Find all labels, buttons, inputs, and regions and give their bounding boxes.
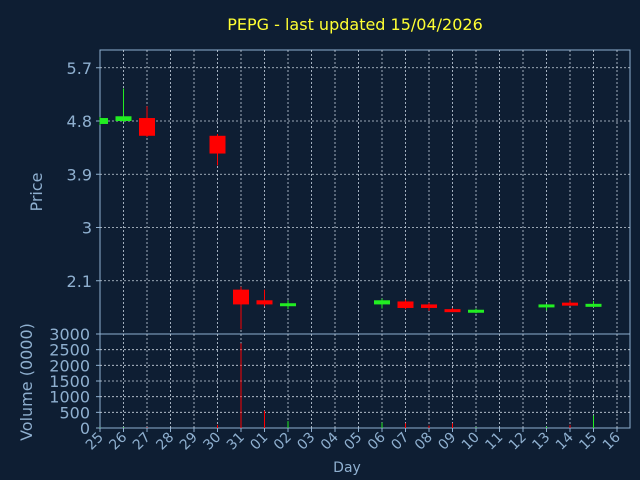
price-tick-label: 4.8 [67, 112, 92, 131]
price-panel: 5.7 4.8 3.9 3 2.1 [67, 49, 631, 335]
candle [562, 300, 578, 306]
candle-body [100, 118, 108, 124]
volume-tick-label: 2500 [49, 341, 90, 360]
candle [233, 286, 249, 330]
x-tick-label: 07 [388, 430, 412, 454]
price-tick-label: 3.9 [67, 165, 92, 184]
price-axis-label: Price [27, 172, 46, 211]
chart-title: PEPG - last updated 15/04/2026 [227, 15, 483, 34]
x-tick-label: 08 [412, 430, 436, 454]
x-tick-label: 14 [553, 429, 577, 453]
x-axis-label: Day [333, 460, 361, 476]
price-tick-label: 3 [82, 219, 92, 238]
x-tick-label: 26 [106, 429, 130, 453]
candle-body [209, 135, 226, 154]
volume-tick-label: 500 [59, 403, 90, 422]
volume-tick-label: 2000 [49, 356, 90, 375]
x-tick-label: 31 [224, 430, 248, 454]
price-tick-label: 2.1 [67, 272, 92, 291]
candle-body [562, 302, 578, 306]
volume-axis-label: Volume (0000) [17, 323, 36, 441]
candle [374, 298, 390, 309]
x-tick-label: 11 [482, 430, 506, 454]
x-tick-label: 13 [529, 430, 553, 454]
candle-body [280, 303, 296, 307]
candle-body [585, 303, 602, 307]
candle-body [444, 309, 461, 313]
candle-body [139, 118, 155, 136]
volume-tick-label: 0 [80, 419, 90, 438]
candle [421, 302, 437, 311]
x-tick-label: 10 [459, 430, 483, 454]
volume-tick-label: 3000 [49, 325, 90, 344]
x-tick-label: 12 [506, 430, 530, 454]
candle [585, 300, 602, 308]
candle [115, 88, 132, 123]
x-tick-label: 29 [177, 430, 201, 454]
volume-tick-label: 1500 [49, 372, 90, 391]
price-panel-frame [99, 49, 631, 335]
candle-body [115, 116, 132, 121]
volume-tick-label: 1000 [49, 388, 90, 407]
candle-body [233, 289, 249, 305]
candle [280, 300, 296, 310]
candle [139, 106, 155, 137]
x-tick-label: 05 [341, 430, 365, 454]
candle-body [468, 309, 484, 313]
x-tick-label: 16 [600, 429, 624, 453]
x-tick-label: 28 [153, 430, 177, 454]
candle-body [374, 300, 390, 305]
x-tick-label: 15 [576, 430, 600, 454]
candle [99, 116, 108, 126]
candle-body [256, 300, 273, 305]
candle-body [421, 304, 437, 308]
candle-body [397, 301, 414, 308]
x-tick-label: 02 [271, 430, 295, 454]
candle-body [538, 304, 555, 308]
x-tick-label: 03 [294, 430, 318, 454]
candle [209, 134, 226, 166]
candle [468, 308, 484, 314]
candle [256, 289, 273, 307]
x-tick-label: 09 [435, 430, 459, 454]
x-tick-label: 01 [247, 430, 271, 454]
candle [538, 303, 555, 311]
x-tick-label: 04 [318, 429, 342, 453]
candle [444, 307, 461, 313]
x-tick-label: 30 [200, 430, 224, 454]
price-tick-label: 5.7 [67, 59, 92, 78]
x-tick-label: 27 [130, 430, 154, 454]
x-tick-label: 06 [365, 429, 389, 453]
candle [397, 299, 414, 310]
x-tick-labels: 25 26 27 28 29 30 31 01 02 03 04 05 06 07 08 09 10 11 12 13… [83, 428, 624, 453]
